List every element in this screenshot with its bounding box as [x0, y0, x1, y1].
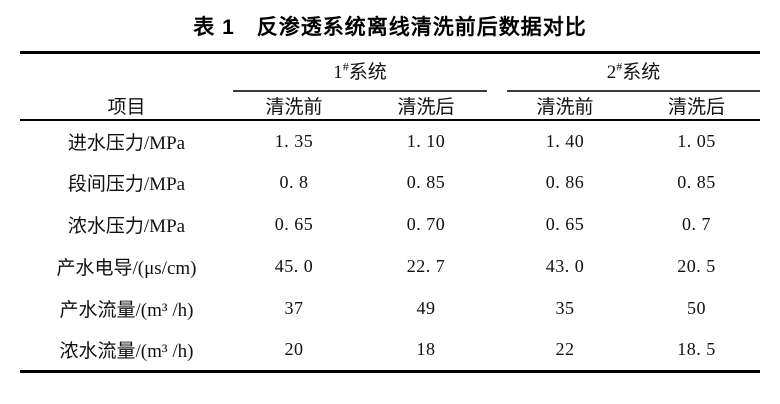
- table-row: 浓水流量/(m³ /h) 20 18 22 18. 5: [20, 330, 760, 372]
- system-2-superscript: #: [616, 59, 623, 74]
- table-caption-number: 表 1: [193, 16, 235, 39]
- cell-value: 0. 85: [406, 172, 446, 192]
- row-label: 产水电导/(μs/cm): [56, 258, 197, 279]
- cell-value: 50: [687, 298, 707, 318]
- row-label: 产水流量/(m³ /h): [59, 300, 194, 321]
- cell-value: 1. 10: [406, 130, 446, 151]
- row-label: 浓水流量/(m³ /h): [59, 341, 194, 363]
- system-2-text: 系统: [622, 61, 661, 83]
- cell-value: 35: [555, 298, 575, 318]
- subheader-sys1-before: 清洗前: [233, 91, 355, 121]
- table-caption: 表 1 反渗透系统离线清洗前后数据对比: [0, 11, 780, 41]
- system-2-number: 2: [606, 61, 617, 83]
- cell-value: 0. 86: [545, 172, 585, 192]
- cell-value: 0. 70: [406, 214, 446, 234]
- table-row: 段间压力/MPa 0. 8 0. 85 0. 86 0. 85: [20, 162, 760, 204]
- cell-value: 0. 65: [545, 214, 585, 234]
- cell-value: 37: [284, 298, 304, 318]
- group-header-system-1-label: 1#系统: [233, 60, 488, 92]
- cell-value: 18: [416, 339, 436, 360]
- group-header-system-1: 1#系统: [233, 53, 497, 92]
- data-table: 项目 1#系统 2#系统 清洗前 清洗后 清洗前 清洗后 进水压力/MPa 1.…: [20, 51, 761, 373]
- row-label: 段间压力/MPa: [67, 174, 186, 195]
- cell-value: 18. 5: [677, 339, 716, 360]
- cell-value: 22. 7: [406, 256, 446, 276]
- column-header-project: 项目: [20, 52, 233, 121]
- table-row: 产水电导/(μs/cm) 45. 0 22. 7 43. 0 20. 5: [20, 246, 760, 288]
- subheader-sys2-before: 清洗前: [497, 91, 634, 121]
- cell-value: 0. 85: [677, 172, 716, 192]
- cell-value: 0. 7: [682, 214, 712, 234]
- cell-value: 49: [416, 298, 436, 318]
- subheader-sys1-after: 清洗后: [355, 91, 498, 121]
- system-1-number: 1: [333, 61, 343, 83]
- cell-value: 0. 65: [274, 214, 314, 234]
- table-row: 产水流量/(m³ /h) 37 49 35 50: [20, 288, 760, 330]
- subheader-sys2-after: 清洗后: [633, 91, 761, 121]
- table-caption-title: 反渗透系统离线清洗前后数据对比: [256, 16, 587, 39]
- row-label: 进水压力/MPa: [67, 132, 186, 154]
- cell-value: 1. 35: [274, 130, 314, 151]
- cell-value: 1. 05: [677, 130, 716, 151]
- table-row: 浓水压力/MPa 0. 65 0. 70 0. 65 0. 7: [20, 204, 760, 246]
- system-1-text: 系统: [348, 61, 387, 83]
- cell-value: 45. 0: [274, 256, 314, 276]
- group-header-system-2-label: 2#系统: [507, 60, 761, 92]
- row-label: 浓水压力/MPa: [67, 216, 186, 237]
- system-1-superscript: #: [342, 59, 349, 74]
- cell-value: 1. 40: [545, 130, 585, 151]
- cell-value: 0. 8: [279, 172, 309, 192]
- cell-value: 43. 0: [545, 256, 585, 276]
- cell-value: 20. 5: [677, 256, 716, 276]
- group-header-system-2: 2#系统: [497, 53, 761, 92]
- table-row: 进水压力/MPa 1. 35 1. 10 1. 40 1. 05: [20, 120, 760, 162]
- cell-value: 20: [284, 339, 304, 360]
- cell-value: 22: [555, 339, 575, 360]
